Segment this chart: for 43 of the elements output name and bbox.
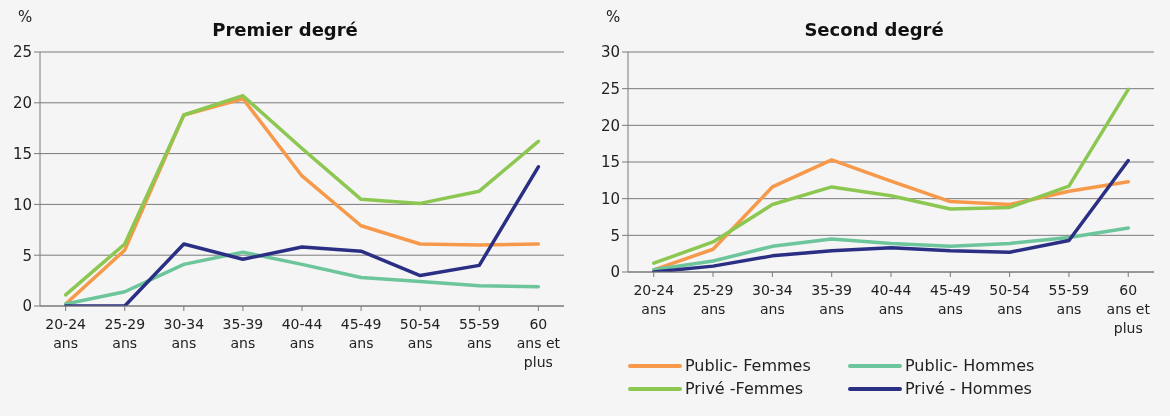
y-tick-label: 20: [600, 116, 620, 135]
legend-label: Public- Hommes: [905, 356, 1035, 375]
x-tick-label: 25-29 ans: [104, 316, 146, 351]
x-tick-label: 50-54 ans: [989, 282, 1031, 317]
x-tick-label: 20-24 ans: [45, 316, 87, 351]
x-tick-label: 55-59 ans: [1048, 282, 1090, 317]
chart-title: Premier degré: [212, 19, 358, 40]
line-series: [651, 226, 1131, 272]
y-tick-label: 25: [600, 79, 620, 98]
legend-label: Public- Femmes: [685, 356, 811, 375]
legend-label: Privé -Femmes: [685, 379, 804, 398]
x-tick-label: 30-34 ans: [752, 282, 793, 317]
x-tick-label: 35-39 ans: [811, 282, 853, 317]
chart-title: Second degré: [804, 19, 944, 40]
x-tick-label: 45-49 ans: [340, 316, 382, 351]
x-tick-label: 35-39 ans: [222, 316, 264, 351]
x-tick-label: 60 ans et plus: [516, 316, 561, 370]
y-tick-label: 0: [610, 263, 620, 282]
x-tick-label: 25-29 ans: [692, 282, 734, 317]
x-tick-label: 30-34 ans: [163, 316, 205, 351]
x-tick-label: 50-54 ans: [399, 316, 441, 351]
x-tick-label: 40-44 ans: [870, 282, 912, 317]
x-tick-label: 60 ans et plus: [1106, 282, 1151, 336]
x-tick-label: 20-24 ans: [633, 282, 675, 317]
line-series: [63, 250, 541, 306]
y-tick-label: 10: [12, 195, 32, 214]
y-tick-label: 5: [22, 246, 32, 265]
y-tick-label: 15: [600, 153, 620, 172]
line-series: [63, 165, 541, 306]
y-tick-label: 5: [610, 226, 620, 245]
y-tick-label: 20: [12, 94, 32, 113]
y-tick-label: 10: [600, 189, 620, 208]
y-tick-label: 25: [12, 43, 32, 62]
line-series: [651, 87, 1131, 265]
x-tick-label: 40-44 ans: [281, 316, 323, 351]
y-axis-title: %: [18, 8, 33, 26]
y-tick-label: 0: [22, 297, 32, 316]
x-tick-label: 45-49 ans: [929, 282, 971, 317]
legend-label: Privé - Hommes: [905, 379, 1032, 398]
y-tick-label: 30: [600, 43, 620, 62]
y-axis-title: %: [606, 8, 621, 26]
x-tick-label: 55-59 ans: [458, 316, 500, 351]
y-tick-label: 15: [12, 144, 32, 163]
